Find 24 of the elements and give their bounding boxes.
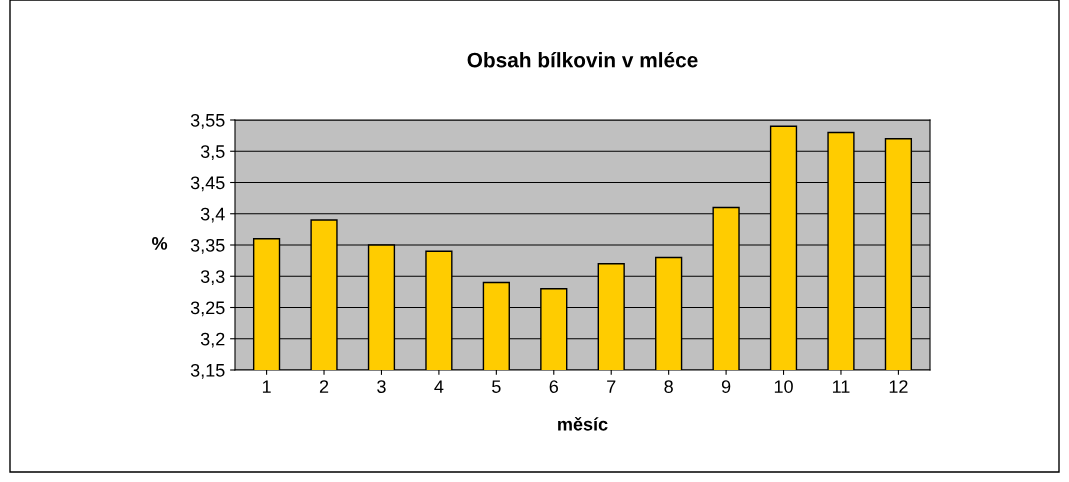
x-tick-label: 11 [832, 380, 850, 393]
x-tick-label: 10 [774, 380, 793, 393]
x-tick-label: 7 [607, 380, 616, 393]
x-tick-label: 2 [319, 380, 329, 393]
y-tick-label: 3,45 [190, 176, 225, 192]
y-tick-label: 3,5 [200, 145, 225, 161]
x-tick-label: 1 [262, 380, 271, 393]
y-tick-label: 3,25 [190, 301, 225, 317]
y-tick-label: 3,2 [200, 332, 225, 348]
y-tick-label: 3,55 [190, 113, 225, 129]
x-tick-label: 8 [664, 380, 673, 393]
y-tick-label: 3,3 [200, 270, 225, 286]
x-tick-label: 6 [549, 380, 559, 393]
y-tick-label: 3,15 [190, 363, 225, 379]
y-tick-label: 3,4 [200, 207, 225, 223]
chart-title: Obsah bílkovin v mléce [467, 51, 698, 68]
x-tick-label: 12 [889, 380, 908, 393]
y-axis-title: % [152, 237, 168, 250]
y-tick-label: 3,35 [190, 238, 225, 254]
x-tick-label: 3 [377, 380, 386, 393]
x-tick-label: 9 [721, 380, 731, 393]
x-axis-title: měsíc [558, 416, 608, 431]
x-tick-label: 4 [434, 380, 444, 393]
x-tick-label: 5 [492, 380, 501, 393]
